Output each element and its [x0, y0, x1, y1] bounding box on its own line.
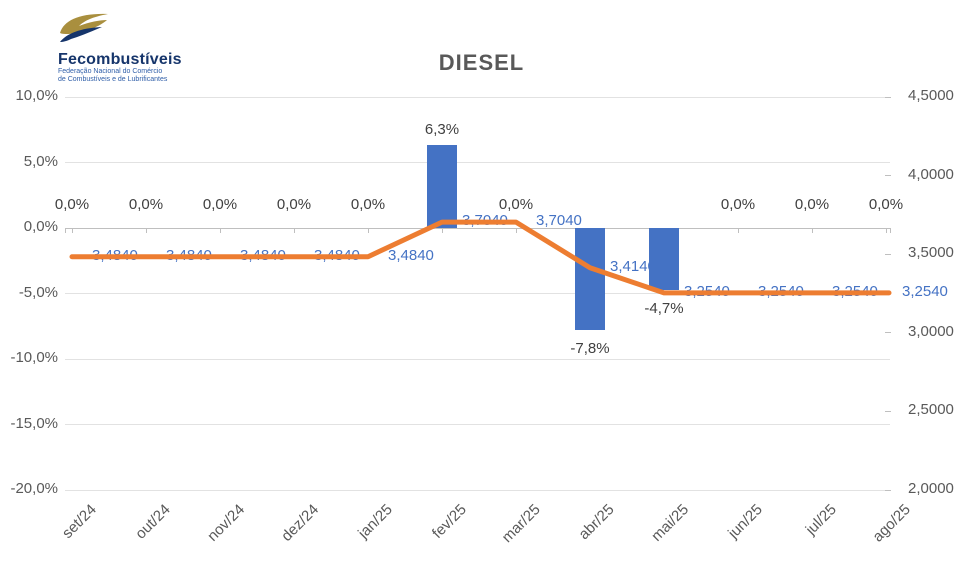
x-axis-category-label: ago/25 [869, 501, 915, 546]
y-axis-left-tick-label: 0,0% [23, 218, 58, 235]
y-axis-right-tick-label: 4,0000 [908, 165, 954, 183]
y-axis-left-tick-label: -10,0% [10, 349, 58, 366]
y-axis-left-tick-label: 10,0% [15, 87, 58, 104]
fecombustiveis-flame-icon [60, 13, 108, 42]
x-axis-category-label: fev/25 [429, 501, 471, 542]
gridline [65, 489, 890, 491]
line-value-label: 3,4840 [388, 246, 434, 264]
chart-title: DIESEL [438, 50, 525, 75]
line-value-label: 3,2540 [758, 282, 804, 300]
fecombustiveis-logo: Fecombustíveis Federação Nacional do Com… [58, 12, 182, 84]
axis-tick [146, 228, 147, 233]
bar-mai/25 [649, 228, 679, 290]
bar-value-label: 0,0% [54, 196, 90, 213]
y-axis-left-tick-label: -15,0% [10, 414, 58, 432]
axis-tick [885, 489, 891, 491]
bar-value-label: 0,0% [202, 196, 238, 213]
logo-wordmark: Fecombustíveis [58, 51, 182, 68]
line-value-label: 3,4840 [166, 246, 212, 264]
x-axis-category-label: jun/25 [725, 501, 767, 542]
bar-value-label: 6,3% [424, 121, 460, 139]
bar-value-label: 0,0% [720, 196, 756, 213]
y-axis-right-tick-label: 3,5000 [908, 244, 954, 262]
x-axis-category-label: mai/25 [648, 501, 693, 545]
bar-value-label: -4,7% [644, 299, 684, 317]
axis-tick [368, 228, 369, 233]
line-value-label: 3,2540 [832, 282, 878, 300]
bar-fev/25 [427, 145, 457, 228]
line-value-label: 3,2540 [684, 282, 730, 300]
x-axis-category-label: mar/25 [498, 501, 545, 547]
axis-tick [885, 253, 891, 255]
bar-value-label: 0,0% [350, 196, 386, 213]
line-value-label: 3,4840 [240, 246, 286, 264]
axis-tick [65, 228, 66, 233]
axis-tick [885, 175, 891, 177]
axis-tick [890, 228, 891, 233]
x-axis-category-label: jul/25 [802, 501, 841, 539]
axis-tick [220, 228, 221, 233]
axis-tick [738, 228, 739, 233]
axis-tick [885, 96, 891, 98]
axis-tick [442, 228, 443, 233]
y-axis-left-tick-label: -5,0% [18, 283, 58, 301]
line-value-label: 3,7040 [462, 212, 508, 230]
gridline [65, 424, 890, 425]
axis-tick [885, 332, 891, 334]
y-axis-right-tick-label: 3,0000 [908, 322, 954, 340]
gridline [65, 96, 890, 98]
bar-value-label: 0,0% [794, 196, 830, 213]
x-axis-category-label: out/24 [132, 501, 175, 543]
logo-subtitle-line2: de Combustíveis e de Lubrificantes [58, 76, 168, 83]
line-value-label: 3,4840 [92, 246, 138, 264]
bar-value-label: 0,0% [868, 196, 904, 213]
logo-subtitle-line1: Federação Nacional do Comércio [58, 68, 163, 75]
bar-value-label: 0,0% [498, 196, 534, 213]
bar-value-label: 0,0% [128, 196, 164, 213]
axis-tick [72, 228, 73, 233]
line-value-label: 3,4840 [314, 246, 360, 264]
axis-tick [885, 410, 891, 412]
x-axis-category-label: nov/24 [204, 501, 249, 545]
axis-tick [812, 228, 813, 233]
x-axis-category-label: dez/24 [278, 501, 323, 545]
y-axis-right-tick-label: 2,0000 [908, 480, 954, 497]
bar-value-label: 0,0% [276, 196, 312, 213]
y-axis-left-tick-label: -20,0% [10, 480, 58, 497]
bar-abr/25 [575, 228, 605, 331]
y-axis-right-tick-label: 4,5000 [908, 87, 954, 104]
gridline [65, 162, 890, 163]
line-value-label: 3,2540 [902, 282, 948, 300]
x-axis-category-label: jan/25 [355, 501, 397, 542]
y-axis-left-tick-label: 5,0% [23, 152, 58, 170]
gridline [65, 358, 890, 360]
line-value-label: 3,7040 [536, 212, 582, 230]
x-axis-category-label: abr/25 [575, 501, 619, 544]
axis-tick [516, 228, 517, 233]
x-axis-category-label: set/24 [59, 501, 101, 542]
axis-tick [886, 228, 887, 233]
bar-value-label: -7,8% [570, 340, 610, 358]
y-axis-right-tick-label: 2,5000 [908, 401, 954, 419]
axis-tick [294, 228, 295, 233]
